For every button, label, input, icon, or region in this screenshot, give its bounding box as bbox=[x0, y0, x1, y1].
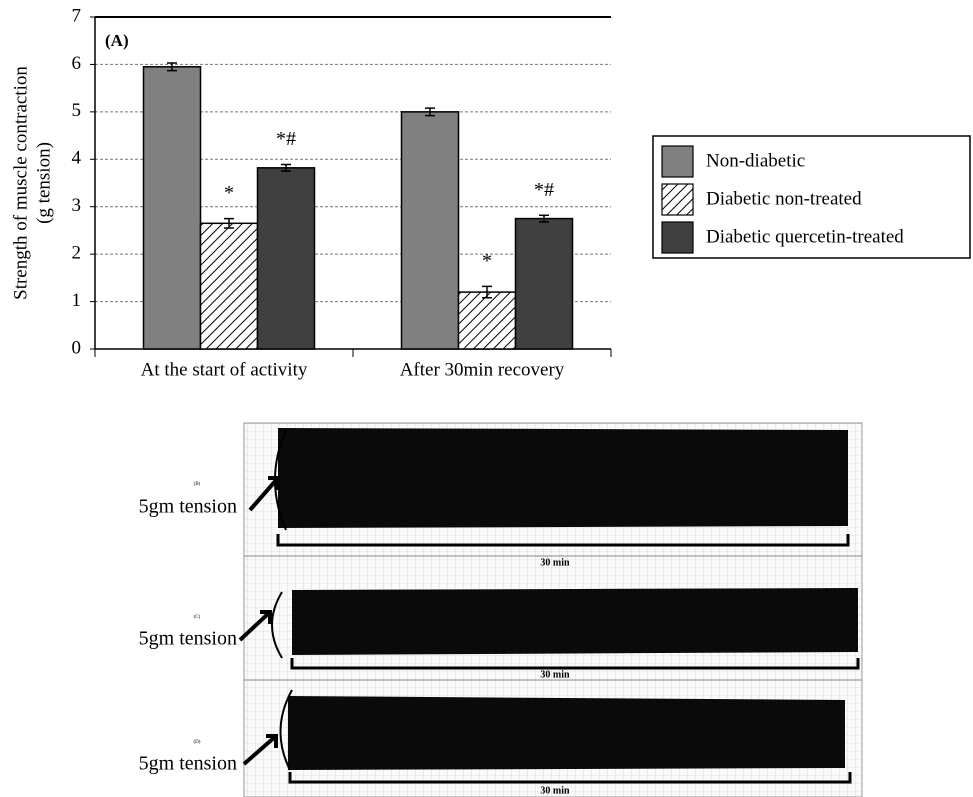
trace bbox=[288, 696, 845, 770]
legend-swatch bbox=[662, 222, 693, 253]
significance-marker: *# bbox=[276, 128, 296, 150]
y-tick-label: 1 bbox=[72, 290, 82, 311]
figure: (A) Strength of muscle contraction (g te… bbox=[0, 0, 973, 797]
panel-label: (C) bbox=[194, 615, 201, 620]
bar bbox=[201, 223, 258, 349]
y-tick-label: 4 bbox=[72, 148, 82, 169]
bar bbox=[459, 292, 516, 349]
tension-label: 5gm tension bbox=[139, 496, 237, 518]
y-tick-label: 0 bbox=[72, 337, 82, 358]
legend-swatch bbox=[662, 146, 693, 177]
legend-label: Non-diabetic bbox=[706, 150, 805, 171]
y-tick-label: 5 bbox=[72, 100, 82, 121]
y-tick-label: 6 bbox=[72, 53, 82, 74]
y-tick-label: 7 bbox=[72, 5, 82, 26]
panel-label: (D) bbox=[194, 740, 201, 745]
legend-swatch bbox=[662, 184, 693, 215]
legend-label: Diabetic non-treated bbox=[706, 188, 862, 209]
y-tick-label: 2 bbox=[72, 243, 82, 264]
tension-label: 5gm tension bbox=[139, 753, 237, 775]
y-tick-label: 3 bbox=[72, 195, 82, 216]
significance-marker: *# bbox=[534, 179, 554, 201]
bar bbox=[144, 67, 201, 349]
x-tick-label: After 30min recovery bbox=[400, 359, 565, 380]
bar bbox=[402, 112, 459, 349]
panel-label: (A) bbox=[105, 31, 129, 50]
significance-marker: * bbox=[482, 250, 492, 272]
x-tick-label: At the start of activity bbox=[141, 359, 308, 380]
duration-label: 30 min bbox=[540, 669, 570, 680]
myograph-traces: (B) (C) (D) 5gm tension 5gm tension 5gm … bbox=[139, 423, 862, 797]
tension-label: 5gm tension bbox=[139, 628, 237, 650]
bar bbox=[516, 219, 573, 349]
y-axis-label: (g tension) bbox=[33, 142, 54, 224]
duration-label: 30 min bbox=[540, 785, 570, 796]
bar bbox=[258, 168, 315, 349]
trace bbox=[278, 428, 848, 528]
y-axis-label: Strength of muscle contraction bbox=[10, 66, 31, 300]
duration-label: 30 min bbox=[540, 557, 570, 568]
legend-label: Diabetic quercetin-treated bbox=[706, 226, 904, 247]
trace bbox=[292, 588, 858, 655]
panel-label: (B) bbox=[194, 482, 201, 487]
significance-marker: * bbox=[224, 182, 234, 204]
